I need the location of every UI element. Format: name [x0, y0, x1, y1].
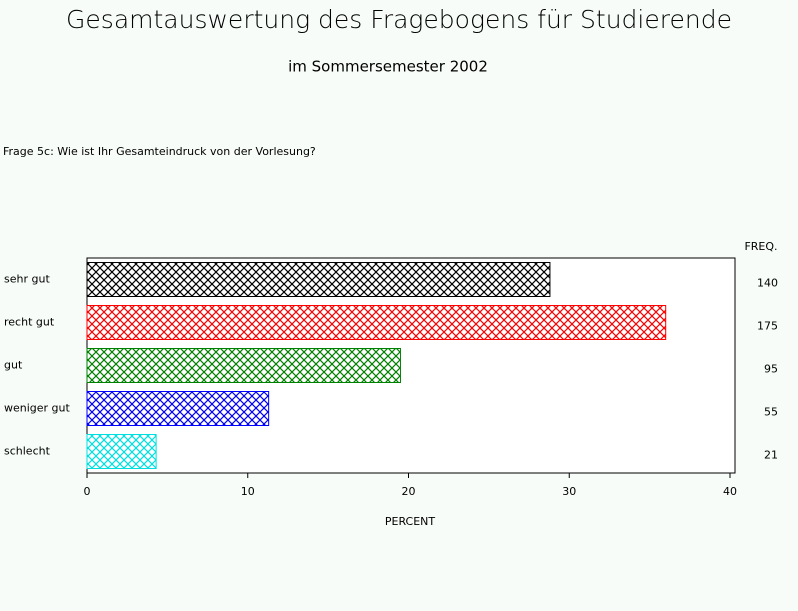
bar [86, 348, 401, 383]
freq-header: FREQ. [744, 240, 777, 253]
y-tick-label: sehr gut [4, 273, 50, 286]
y-tick-label: weniger gut [4, 402, 71, 415]
x-tick-label: 10 [241, 485, 255, 498]
freq-label: 55 [764, 406, 778, 419]
x-tick-label: 30 [562, 485, 576, 498]
freq-label: 95 [764, 363, 778, 376]
x-axis-label: PERCENT [385, 515, 436, 528]
chart-subtitle: im Sommersemester 2002 [288, 58, 488, 76]
x-tick-label: 0 [84, 485, 91, 498]
y-tick-label: schlecht [4, 445, 51, 458]
freq-label: 140 [757, 277, 778, 290]
bar [86, 305, 667, 340]
x-tick-label: 40 [723, 485, 737, 498]
freq-label: 175 [757, 320, 778, 333]
bar [86, 434, 157, 469]
y-tick-label: gut [4, 359, 23, 372]
freq-label: 21 [764, 449, 778, 462]
x-tick-label: 20 [402, 485, 416, 498]
bar [86, 391, 270, 426]
chart-title: Gesamtauswertung des Fragebogens für Stu… [66, 5, 732, 34]
y-tick-label: recht gut [4, 316, 55, 329]
bar [86, 262, 551, 297]
question: Frage 5c: Wie ist Ihr Gesamteindruck von… [3, 145, 316, 158]
